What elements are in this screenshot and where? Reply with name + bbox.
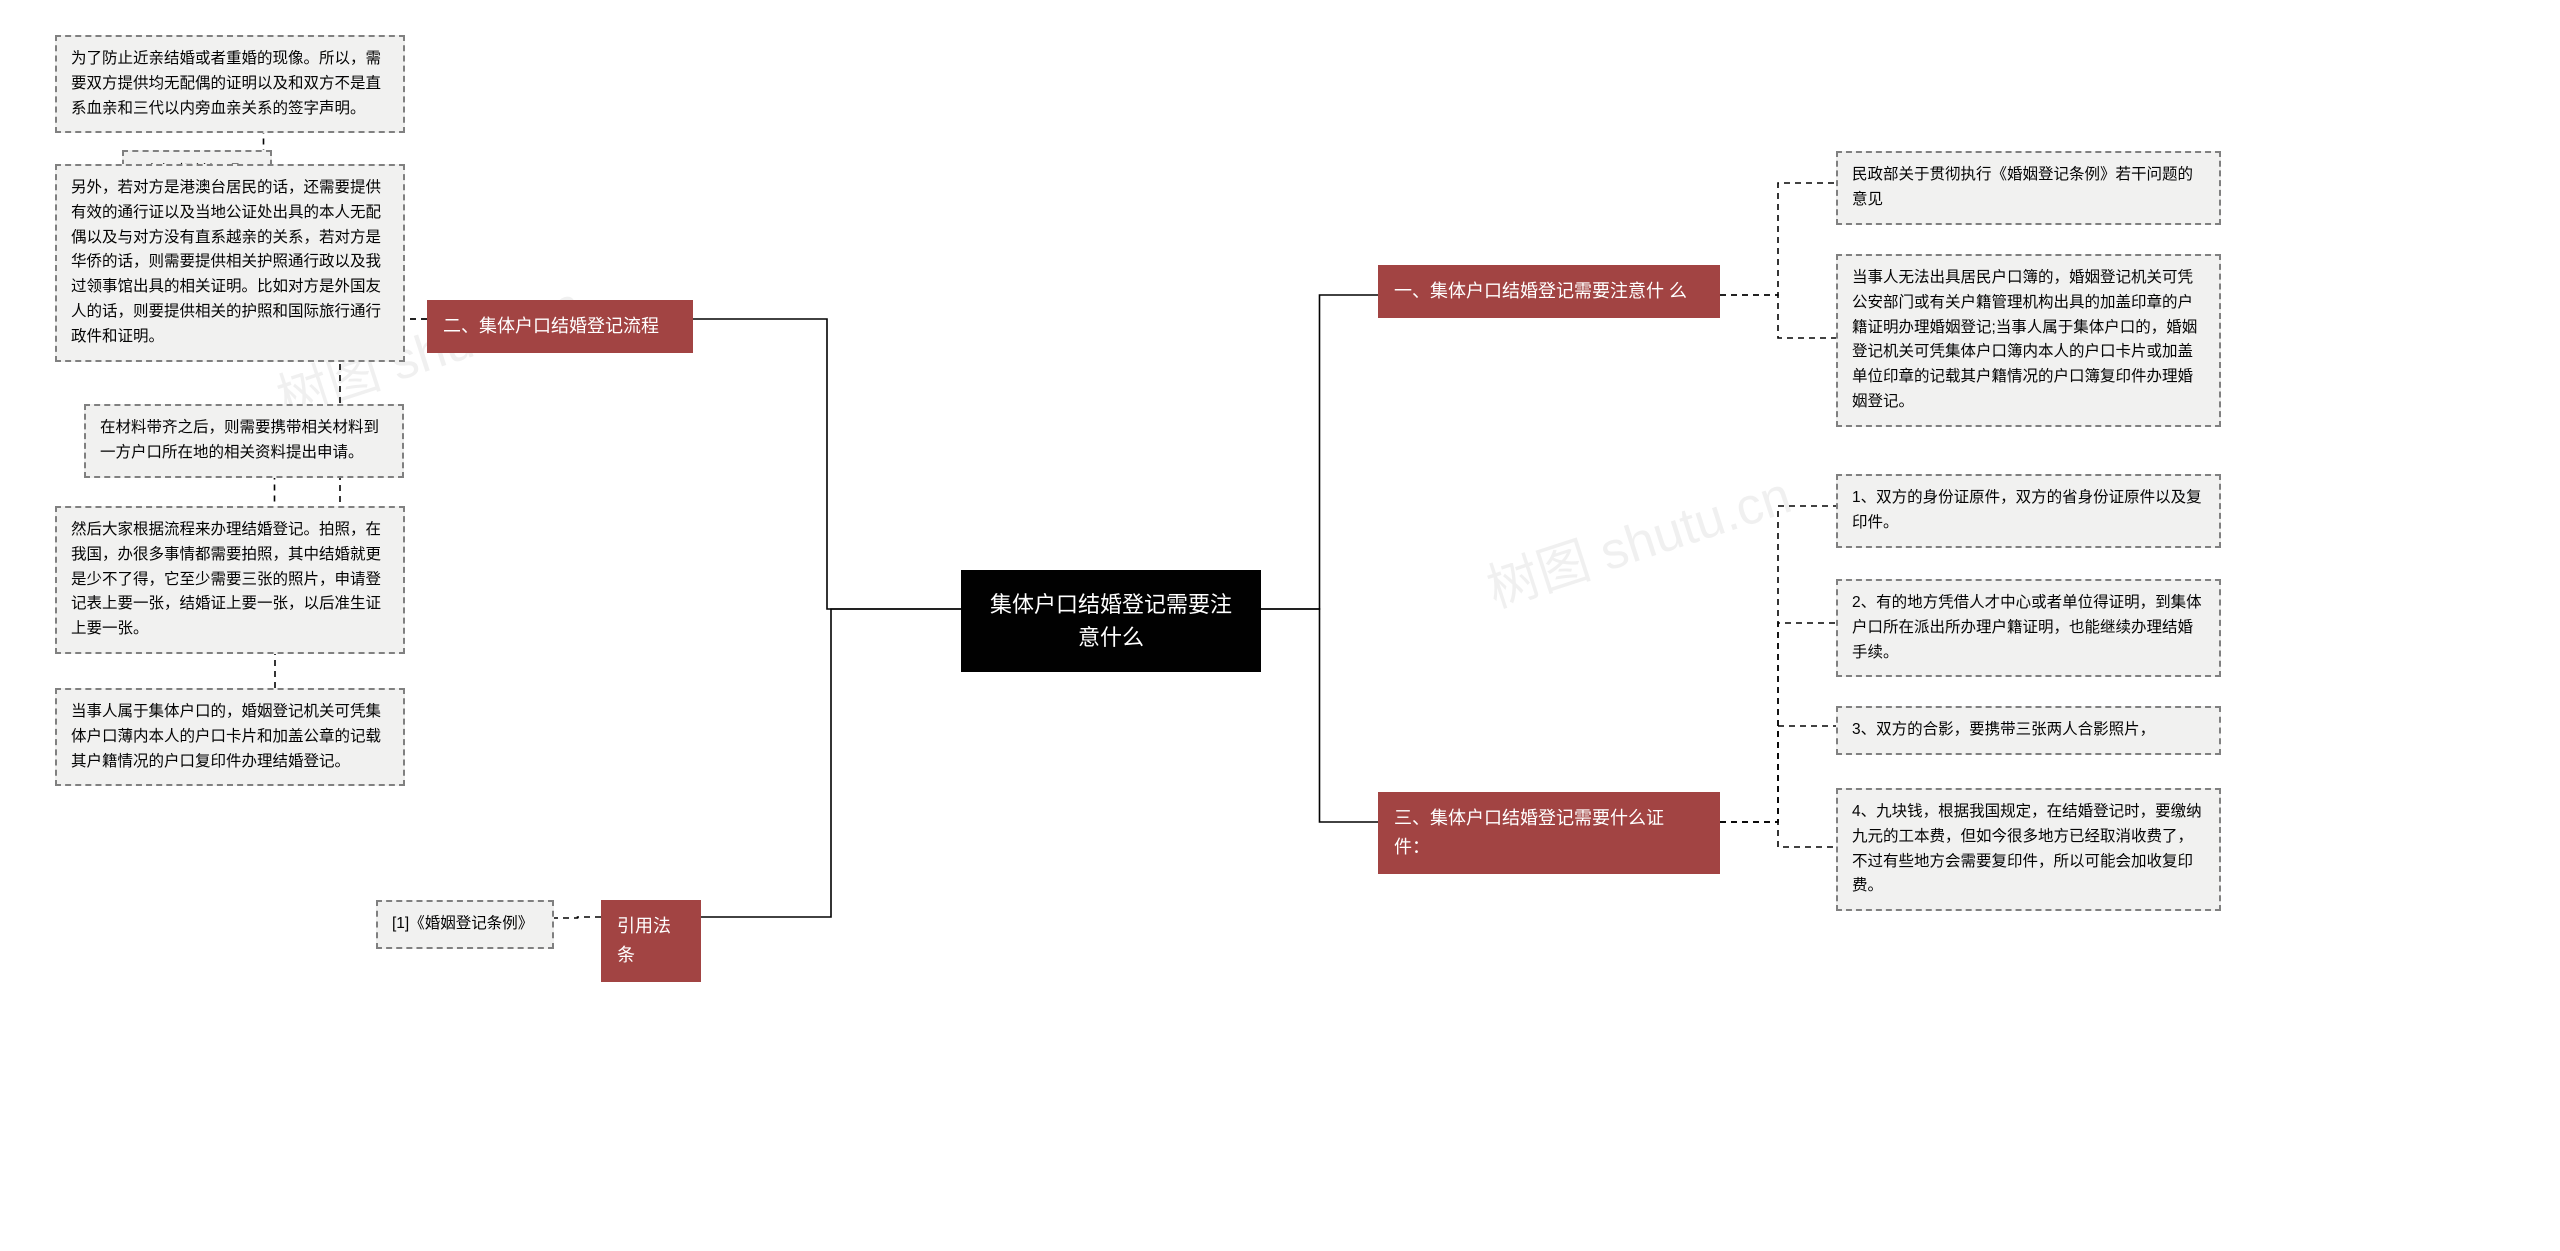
- watermark: 树图 shutu.cn: [1476, 453, 1799, 622]
- leaf-node: 当事人无法出具居民户口簿的，婚姻登记机关可凭公安部门或有关户籍管理机构出具的加盖…: [1836, 254, 2221, 427]
- branch-node: 一、集体户口结婚登记需要注意什 么: [1378, 265, 1720, 318]
- leaf-node: 3、双方的合影，要携带三张两人合影照片，: [1836, 706, 2221, 755]
- center-node: 集体户口结婚登记需要注 意什么: [961, 570, 1261, 672]
- leaf-node: 另外，若对方是港澳台居民的话，还需要提供有效的通行证以及当地公证处出具的本人无配…: [55, 164, 405, 362]
- branch-node: 引用法条: [601, 900, 701, 982]
- leaf-node: 4、九块钱，根据我国规定，在结婚登记时，要缴纳九元的工本费，但如今很多地方已经取…: [1836, 788, 2221, 911]
- leaf-node: 2、有的地方凭借人才中心或者单位得证明，到集体户口所在派出所办理户籍证明，也能继…: [1836, 579, 2221, 677]
- leaf-node: 民政部关于贯彻执行《婚姻登记条例》若干问题的意见: [1836, 151, 2221, 225]
- branch-node: 三、集体户口结婚登记需要什么证 件：: [1378, 792, 1720, 874]
- leaf-node: 1、双方的身份证原件，双方的省身份证原件以及复印件。: [1836, 474, 2221, 548]
- leaf-node: 在材料带齐之后，则需要携带相关材料到一方户口所在地的相关资料提出申请。: [84, 404, 404, 478]
- leaf-node: [1]《婚姻登记条例》: [376, 900, 554, 949]
- branch-node: 二、集体户口结婚登记流程: [427, 300, 693, 353]
- leaf-node: 当事人属于集体户口的，婚姻登记机关可凭集体户口薄内本人的户口卡片和加盖公章的记载…: [55, 688, 405, 786]
- leaf-node: 为了防止近亲结婚或者重婚的现像。所以，需要双方提供均无配偶的证明以及和双方不是直…: [55, 35, 405, 133]
- leaf-node: 然后大家根据流程来办理结婚登记。拍照，在我国，办很多事情都需要拍照，其中结婚就更…: [55, 506, 405, 654]
